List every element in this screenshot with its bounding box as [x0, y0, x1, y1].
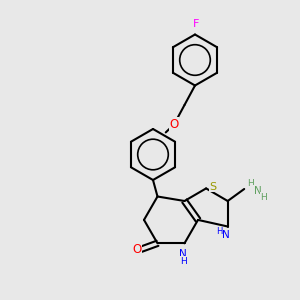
Text: N: N: [222, 230, 230, 241]
Text: H: H: [180, 257, 186, 266]
Text: S: S: [209, 182, 216, 192]
Text: H: H: [260, 193, 267, 202]
Text: N: N: [179, 249, 187, 259]
Text: H: H: [216, 227, 223, 236]
Text: N: N: [254, 185, 262, 196]
Text: F: F: [193, 19, 200, 29]
Text: O: O: [132, 243, 141, 256]
Text: O: O: [169, 118, 178, 131]
Text: H: H: [248, 179, 254, 188]
